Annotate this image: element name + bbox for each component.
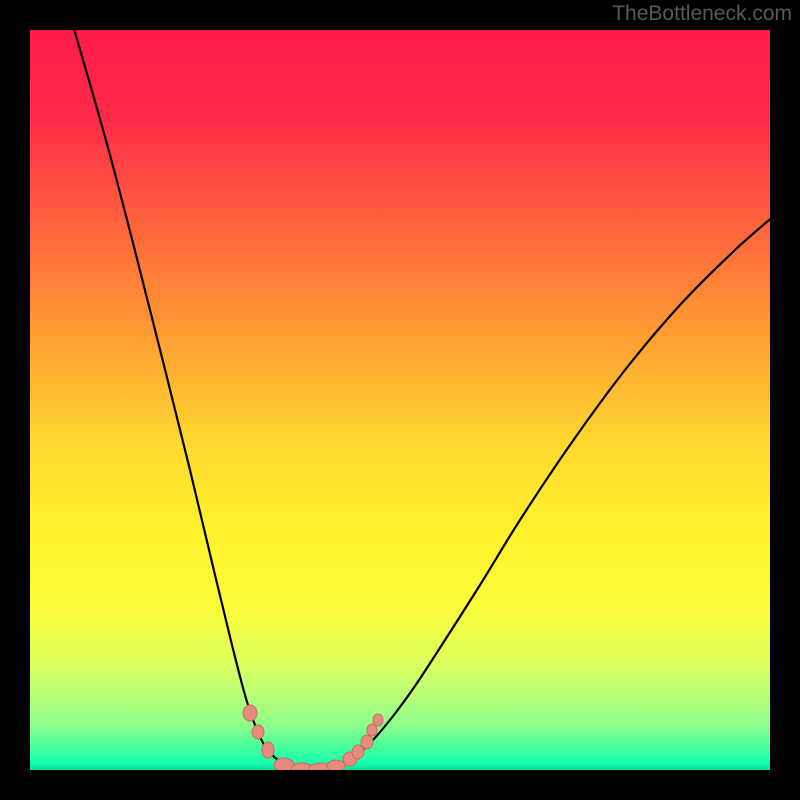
data-marker [243,705,257,721]
data-marker [361,735,373,749]
data-marker [252,725,264,739]
data-marker [373,714,383,726]
data-marker [352,745,364,759]
bottleneck-chart [0,0,800,800]
data-marker [262,742,274,758]
chart-container: TheBottleneck.com [0,0,800,800]
plot-background-gradient [30,30,770,770]
watermark-text: TheBottleneck.com [612,2,792,26]
